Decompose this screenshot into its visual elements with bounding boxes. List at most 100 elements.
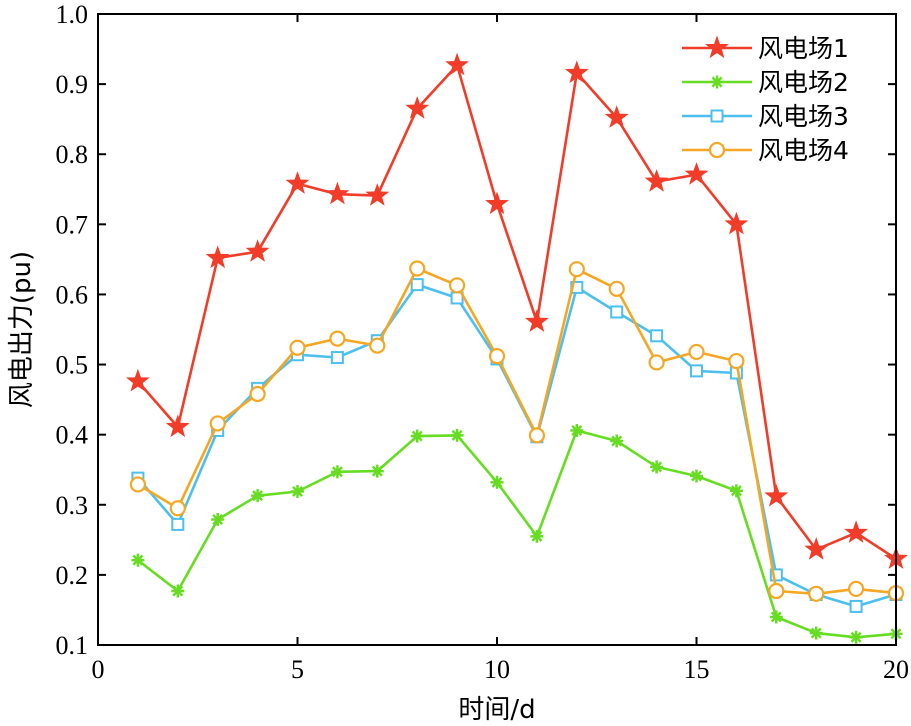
data-point [329, 330, 346, 347]
data-point [729, 484, 743, 498]
data-point [330, 465, 344, 479]
data-point [370, 464, 384, 478]
data-point [129, 476, 146, 493]
data-point [165, 414, 190, 438]
y-tick-label: 0.5 [56, 351, 89, 380]
x-tick-label: 0 [92, 655, 105, 684]
data-point [330, 351, 344, 365]
data-point [808, 585, 825, 602]
data-point [445, 52, 469, 76]
data-point [530, 529, 544, 543]
data-point [610, 434, 624, 448]
data-point [285, 171, 310, 194]
y-tick-label: 0.6 [56, 280, 89, 309]
tick-labels: 0 5 10 15 20 0.1 0.2 0.3 0.4 0.5 0.6 0.7 0.8 0.9 1.0 [56, 0, 910, 684]
data-point [684, 162, 709, 185]
data-point [209, 415, 226, 432]
data-point [410, 278, 424, 292]
data-point [564, 60, 589, 83]
y-tick-label: 0.9 [56, 70, 89, 99]
x-tick-label: 15 [684, 655, 710, 684]
series-4 [129, 260, 905, 602]
y-axis-title: 风电出力(pu) [7, 251, 37, 408]
data-point [528, 427, 546, 444]
legend-marker [710, 75, 724, 89]
series-2 [131, 423, 903, 644]
data-point [728, 352, 745, 370]
data-point [325, 181, 350, 205]
y-tick-label: 0.1 [56, 631, 89, 660]
series-line [136, 63, 897, 560]
series-line [137, 267, 897, 596]
data-point [690, 469, 703, 483]
data-point [650, 460, 664, 474]
legend-label: 风电场4 [758, 136, 849, 165]
data-point [289, 339, 306, 356]
data-point [131, 553, 145, 567]
data-point [126, 368, 150, 392]
data-point [169, 500, 186, 517]
data-point [769, 610, 783, 624]
data-point [171, 517, 185, 531]
y-tick-label: 1.0 [56, 0, 89, 29]
legend-label: 风电场1 [758, 34, 849, 63]
data-point [764, 483, 789, 507]
data-point [490, 475, 504, 489]
series-1 [126, 52, 908, 569]
data-point [525, 309, 549, 332]
data-point [365, 183, 390, 206]
series-line [136, 283, 897, 608]
plot-marks [126, 52, 908, 644]
x-tick-label: 10 [484, 655, 510, 684]
data-point [369, 337, 386, 354]
legend-marker [705, 35, 729, 59]
x-tick-label: 5 [291, 655, 304, 684]
data-point [410, 429, 424, 443]
data-point [690, 364, 703, 378]
data-point [804, 537, 829, 560]
legend-label: 风电场2 [758, 68, 849, 97]
data-point [488, 348, 506, 365]
data-point [610, 305, 624, 319]
data-point [844, 520, 869, 543]
legend-entry: 风电场3 [682, 102, 849, 131]
data-point [648, 354, 665, 371]
data-point [249, 385, 266, 403]
data-point [450, 428, 464, 442]
y-tick-label: 0.3 [56, 491, 89, 520]
data-point [724, 211, 749, 235]
data-point [769, 568, 783, 582]
data-point [849, 599, 863, 613]
data-point [688, 343, 705, 361]
data-point [245, 239, 270, 262]
series-3 [131, 278, 903, 613]
data-point [291, 484, 304, 498]
y-tick-label: 0.2 [56, 561, 89, 590]
data-point [251, 489, 265, 503]
series-line [137, 429, 897, 639]
data-point [768, 582, 785, 600]
data-point [171, 584, 185, 598]
data-point [644, 169, 669, 192]
data-point [809, 626, 823, 640]
axis-ticks [97, 13, 897, 646]
legend-marker [710, 109, 724, 123]
legend-entry: 风电场1 [682, 34, 849, 63]
y-tick-label: 0.7 [56, 210, 89, 239]
legend-marker [708, 141, 726, 159]
data-point [205, 245, 230, 269]
data-point [405, 96, 430, 119]
data-point [568, 261, 585, 278]
data-point [211, 513, 225, 527]
x-axis-title: 时间/d [458, 695, 535, 725]
data-point [409, 260, 426, 277]
legend-entry: 风电场2 [682, 68, 849, 97]
y-tick-label: 0.8 [56, 140, 89, 169]
data-point [570, 423, 584, 437]
data-point [449, 277, 466, 294]
data-point [485, 191, 509, 215]
y-tick-label: 0.4 [56, 421, 89, 450]
data-point [847, 580, 865, 598]
x-tick-label: 20 [883, 655, 909, 684]
